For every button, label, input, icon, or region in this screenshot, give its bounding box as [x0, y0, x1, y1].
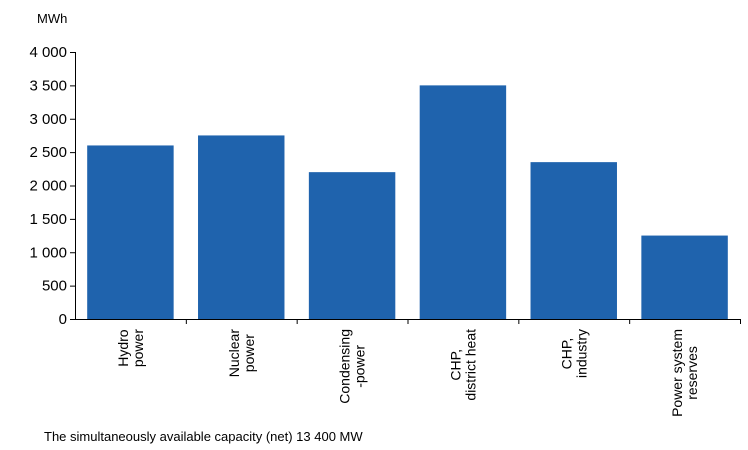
- y-tick-label: 4 000: [29, 44, 67, 61]
- category-label-line: reserves: [684, 346, 700, 400]
- category-label-line: industry: [573, 329, 589, 378]
- y-axis-ticks: 0 500 1 000 1 500 2 000 2 500 3 000 3 500 4 000: [29, 44, 75, 328]
- y-unit-label: MWh: [37, 11, 67, 26]
- y-tick-label: 2 500: [29, 144, 67, 161]
- y-tick-label: 1 000: [29, 244, 67, 261]
- category-label: CHP,district heat: [447, 329, 478, 401]
- category-label-line: Condensing: [337, 329, 353, 404]
- category-label: Nuclearpower: [226, 329, 257, 378]
- y-tick-label: 1 500: [29, 211, 67, 228]
- category-label-line: Nuclear: [226, 329, 242, 378]
- y-tick-label: 0: [59, 311, 67, 328]
- category-labels: Hydropower Nuclearpower Condensing-power CH…: [115, 319, 741, 417]
- bar: [198, 135, 285, 319]
- y-tick-label: 500: [42, 278, 67, 295]
- y-tick-label: 2 000: [29, 178, 67, 195]
- category-label-line: power: [130, 329, 146, 367]
- category-label-line: CHP,: [447, 349, 463, 381]
- category-label-line: Hydro: [115, 329, 131, 367]
- y-tick-label: 3 500: [29, 77, 67, 94]
- category-label-line: CHP,: [558, 338, 574, 370]
- category-label: CHP,industry: [558, 329, 589, 378]
- category-label: Hydropower: [115, 329, 146, 367]
- category-label-line: Power system: [669, 329, 685, 417]
- category-label: Condensing-power: [337, 329, 368, 404]
- bar: [308, 172, 396, 319]
- bar: [419, 85, 507, 319]
- bar: [87, 145, 174, 319]
- bar: [641, 235, 728, 319]
- bars: [87, 85, 728, 319]
- category-label-line: district heat: [462, 329, 478, 401]
- category-label-line: -power: [352, 345, 368, 388]
- y-tick-label: 3 000: [29, 111, 67, 128]
- category-label-line: power: [241, 334, 257, 372]
- bar: [530, 162, 617, 319]
- chart-footnote: The simultaneously available capacity (n…: [44, 429, 363, 444]
- category-label: Power systemreserves: [669, 329, 700, 417]
